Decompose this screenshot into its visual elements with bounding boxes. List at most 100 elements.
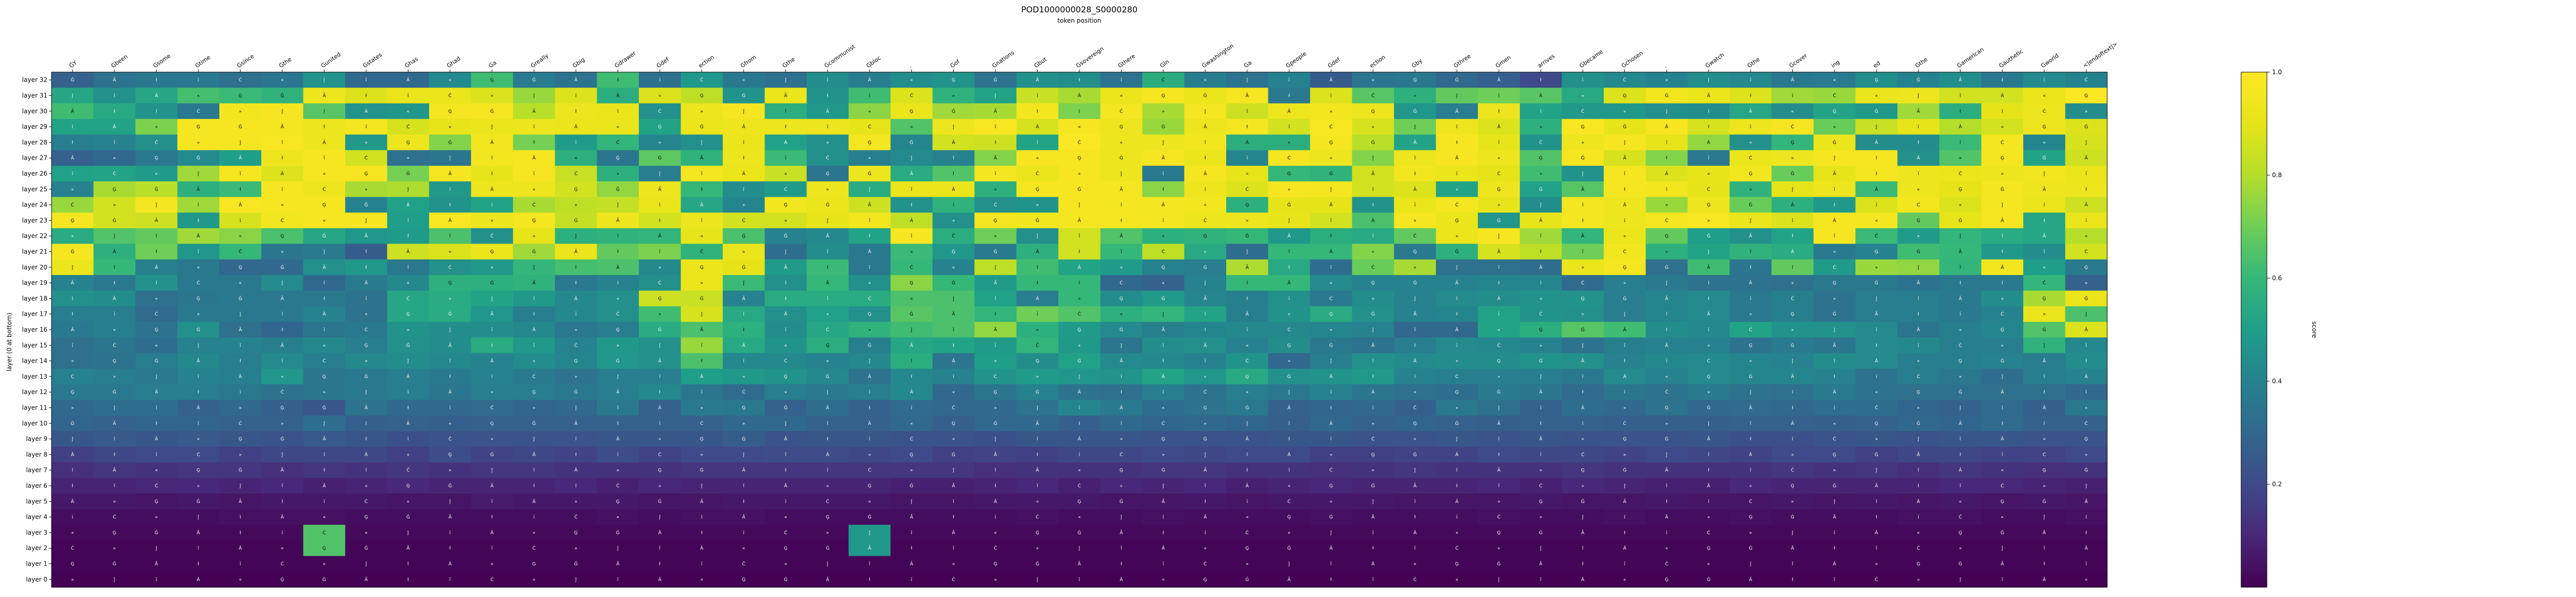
heatmap-cell (806, 228, 849, 244)
heatmap-cell (722, 72, 765, 88)
heatmap-cell-label: ĭ (1204, 312, 1206, 317)
heatmap-cell-label: » (1246, 390, 1249, 395)
heatmap-cell-label: Ċ (1875, 233, 1878, 239)
heatmap-cell-label: Ġ (616, 359, 620, 364)
heatmap-cell-label: Ġ (364, 202, 368, 208)
heatmap-cell-label: « (197, 265, 200, 270)
y-tick-label: layer 1 (26, 560, 47, 568)
heatmap-cell-label: ī (575, 140, 577, 145)
heatmap-cell (681, 244, 723, 260)
heatmap-cell-label: « (1287, 140, 1291, 145)
heatmap-cell (52, 212, 94, 229)
heatmap-cell-label: « (1581, 437, 1584, 442)
heatmap-cell-label: ł (198, 562, 199, 567)
heatmap-cell (1142, 165, 1185, 182)
heatmap-cell-label: Ċ (113, 515, 116, 520)
heatmap-cell-label: ĭ (952, 156, 954, 161)
heatmap-cell-label: ĭ (910, 531, 912, 536)
heatmap-cell-label: Ġ (1707, 577, 1710, 583)
heatmap-cell-label: ł (72, 484, 73, 489)
heatmap-cell-label: Â (574, 467, 578, 473)
heatmap-cell-label: ĵ (197, 515, 199, 520)
heatmap-cell-label: ł (1582, 562, 1584, 567)
heatmap-cell-label: Ã (1539, 389, 1543, 395)
heatmap-cell (1226, 244, 1269, 260)
heatmap-cell (1268, 134, 1311, 151)
heatmap-cell-label: Ģ (1665, 234, 1669, 239)
heatmap-cell-label: ł (995, 140, 996, 145)
heatmap-cell-label: Ġ (280, 436, 284, 442)
heatmap-cell (722, 88, 765, 104)
heatmap-cell-label: Ġ (1833, 483, 1836, 489)
heatmap-cell-label: « (910, 249, 913, 254)
heatmap-cell (1226, 134, 1269, 151)
heatmap-cell (1352, 212, 1395, 229)
heatmap-cell-label: » (1162, 281, 1165, 286)
heatmap-cell (849, 228, 891, 244)
heatmap-cell-label: Â (700, 373, 704, 380)
heatmap-cell-label: ĵ (281, 452, 283, 457)
heatmap-cell-label: » (952, 265, 955, 270)
heatmap-cell-label: ī (1833, 406, 1835, 411)
heatmap-cell (1603, 181, 1646, 198)
heatmap-cell-label: Ģ (616, 328, 620, 333)
heatmap-cell-label: ĵ (1875, 468, 1877, 473)
heatmap-cell-label: Â (1120, 233, 1123, 239)
heatmap-cell (597, 244, 639, 260)
heatmap-cell-label: Ċ (1246, 359, 1249, 364)
heatmap-cell-label: Ã (1036, 77, 1039, 83)
heatmap-cell-label: ī (742, 359, 744, 364)
heatmap-cell-label: Ģ (1161, 93, 1165, 98)
heatmap-cell-label: ĵ (658, 343, 660, 348)
heatmap-cell-label: Ċ (1707, 186, 1710, 192)
heatmap-cell-label: « (1791, 281, 1794, 286)
heatmap-cell-label: Ġ (2084, 468, 2088, 473)
heatmap-cell (93, 244, 136, 260)
heatmap-cell-label: ĵ (2085, 140, 2087, 145)
heatmap-cell-label: « (533, 359, 536, 364)
heatmap-cell (722, 181, 765, 198)
heatmap-cell-label: Ġ (574, 561, 578, 567)
heatmap-cell-label: ĵ (2001, 203, 2003, 208)
heatmap-cell-label: Â (1875, 530, 1878, 536)
heatmap-cell (303, 197, 346, 213)
heatmap-cell-label: ł (282, 328, 283, 333)
heatmap-cell-label: ĭ (1833, 531, 1835, 536)
heatmap-cell-label: ł (1372, 546, 1374, 551)
heatmap-cell-label: ĵ (575, 406, 577, 411)
heatmap-cell-label: ł (533, 484, 535, 489)
heatmap-cell-label: ĭ (197, 374, 199, 380)
heatmap-cell (1603, 165, 1646, 182)
heatmap-cell-label: Ġ (700, 124, 704, 130)
heatmap-cell-label: « (784, 515, 787, 520)
heatmap-cell-label: Ã (1455, 452, 1459, 457)
heatmap-cell-label: ĭ (869, 218, 871, 224)
heatmap-cell-label: Ċ (784, 530, 787, 536)
heatmap-cell-label: ĭ (1372, 187, 1374, 192)
heatmap-cell-label: » (2085, 281, 2088, 286)
heatmap-cell-label: ī (2043, 421, 2045, 427)
heatmap-cell (1687, 228, 1730, 244)
heatmap-cell (1142, 197, 1185, 213)
heatmap-cell-label: ĵ (869, 531, 871, 536)
heatmap-cell (2023, 103, 2066, 120)
heatmap-cell (1058, 118, 1101, 135)
heatmap-cell-label: ĵ (1917, 437, 1919, 442)
y-tick-label: layer 25 (22, 185, 47, 193)
heatmap-cell-label: ł (408, 234, 409, 239)
heatmap-cell-label: Ġ (71, 77, 74, 83)
heatmap-cell-label: » (2043, 312, 2046, 317)
heatmap-cell-label: Â (406, 420, 410, 427)
heatmap-cell-label: Ċ (1497, 343, 1500, 348)
heatmap-cell-label: ĭ (1707, 109, 1709, 114)
heatmap-cell-label: « (239, 577, 242, 583)
heatmap-cell-label: ī (1414, 203, 1416, 208)
heatmap-cell-label: Â (826, 451, 829, 457)
heatmap-cell-label: Ģ (1036, 359, 1039, 364)
heatmap-cell-label: Ċ (239, 249, 242, 254)
heatmap-cell-label: « (281, 546, 284, 551)
heatmap-cell-label: Ġ (1749, 202, 1752, 208)
heatmap-cell (1897, 165, 1940, 182)
heatmap-cell-label: » (994, 577, 997, 583)
heatmap-cell (1855, 72, 1898, 88)
